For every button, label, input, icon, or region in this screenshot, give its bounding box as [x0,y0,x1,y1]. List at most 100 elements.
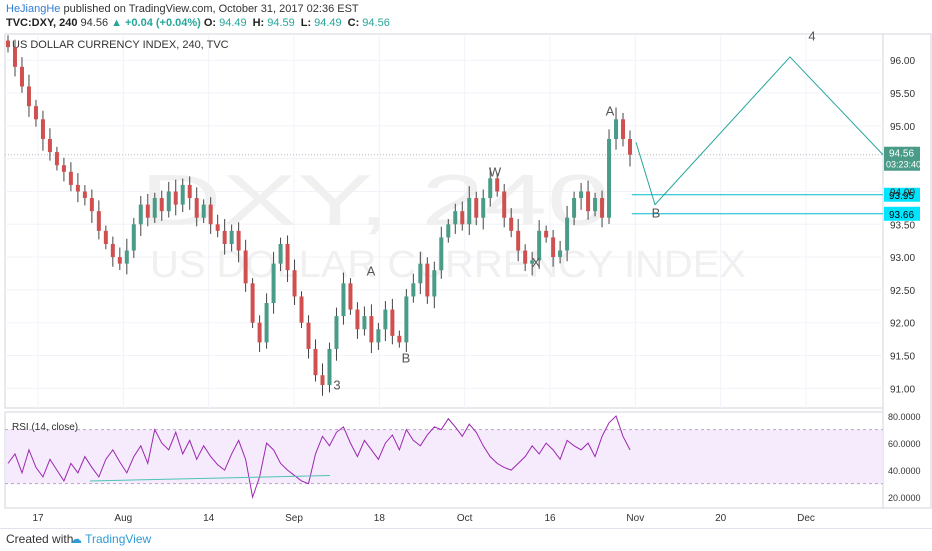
wave-label: A [367,263,376,278]
wave-label: X [532,255,541,270]
support-levels: 93.95 93.66 [5,154,920,221]
rsi-line [7,415,631,500]
price-change: ▲ +0.04 (+0.04%) [111,17,201,29]
time-tick-label: Oct [457,513,473,524]
candle-body [362,316,367,330]
tradingview-logo[interactable]: ☁ TradingView [70,532,152,546]
candle-body [236,230,241,251]
candle-body [502,191,507,218]
candle-body [145,204,150,218]
candle-body [292,270,297,297]
current-price: 94.56 [80,17,109,29]
candle-body [89,198,94,212]
level-tag-label: 93.95 [889,191,914,202]
time-tick-label: 14 [203,513,215,524]
rsi-tick-label: 20.0000 [888,493,921,503]
candle-body [600,198,605,218]
candle-body [467,198,472,225]
main-pane[interactable] [4,33,884,409]
price-tick-label: 96.00 [890,56,915,67]
rsi-trendline[interactable] [89,475,331,482]
candle-body [208,204,213,225]
time-tick-label: Dec [797,513,815,524]
candle-body [47,138,52,153]
candle-body [432,270,437,297]
candle-body [33,106,38,120]
candle-body [54,152,59,166]
time-tick-label: Nov [626,513,644,524]
candle-body [173,191,178,205]
candle-body [586,191,591,212]
created-with-label: Created with [6,532,74,546]
candle-body [257,322,262,343]
candle-body [607,138,612,218]
price-chart[interactable]: DXY, 240 US DOLLAR CURRENCY INDEX US DOL… [0,0,932,528]
countdown-label: 03:23:40 [886,160,921,170]
candle-body [593,198,598,212]
price-tick-label: 95.50 [890,89,915,100]
candle-body [481,198,486,218]
candle-body [19,66,24,87]
candle-body [621,119,626,139]
candle-body [369,316,374,343]
candle-body [334,316,339,349]
published-text: published on TradingView.com, October 31… [60,3,359,15]
candle-body [320,375,325,386]
candle-body [530,260,535,264]
chart-title: US DOLLAR CURRENCY INDEX, 240, TVC [12,39,229,51]
level-tag-label: 93.66 [889,210,914,221]
candle-body [628,138,632,155]
price-tick-label: 93.50 [890,220,915,231]
candle-body [201,204,206,218]
candle-body [82,191,87,199]
price-tick-label: 94.00 [890,187,915,198]
candle-body [313,348,318,376]
candle-body [425,263,430,297]
candle-body [341,283,346,317]
high-value: 94.59 [267,17,295,29]
candle-body [551,237,556,258]
low-label: L: [300,17,312,29]
candle-body [250,283,255,323]
candle-body [187,184,192,199]
candle-body [299,296,304,323]
author-link[interactable]: HeJiangHe [6,3,61,15]
rsi-tick-label: 60.0000 [888,439,921,449]
candle-body [516,230,521,251]
close-value: 94.56 [362,17,390,29]
candle-body [166,191,171,212]
rsi-tick-label: 80.0000 [888,412,921,422]
time-tick-label: 20 [715,513,727,524]
candle-body [12,47,17,67]
candle-body [460,211,465,225]
candle-body [117,257,122,264]
candle-body [614,119,619,139]
price-axis[interactable] [882,33,932,509]
candle-body [355,309,360,330]
footer-bar: Created with ☁ TradingView [0,528,932,551]
candle-body [68,171,73,185]
publish-info: HeJiangHe published on TradingView.com, … [6,2,359,16]
candle-body [544,230,549,238]
candle-body [558,250,563,258]
candle-body [404,296,409,343]
time-tick-label: 16 [544,513,556,524]
rsi-band [5,429,883,484]
candle-body [285,243,290,271]
candle-body [474,198,479,218]
time-tick-label: 18 [374,513,386,524]
open-value: 94.49 [219,17,247,29]
candle-body [572,198,577,218]
wave-label: B [402,351,411,366]
candle-body [376,329,381,343]
candle-body [75,184,80,192]
rsi-axis-labels: 80.0000 60.0000 40.0000 20.0000 [888,412,921,503]
wave-label: W [489,164,502,179]
low-value: 94.49 [314,17,342,29]
high-label: H: [252,17,265,29]
candle-body [159,198,164,212]
candle-body [327,348,332,386]
price-tick-label: 92.50 [890,286,915,297]
wave-projection-line[interactable] [635,56,884,206]
level-tag [884,206,920,221]
